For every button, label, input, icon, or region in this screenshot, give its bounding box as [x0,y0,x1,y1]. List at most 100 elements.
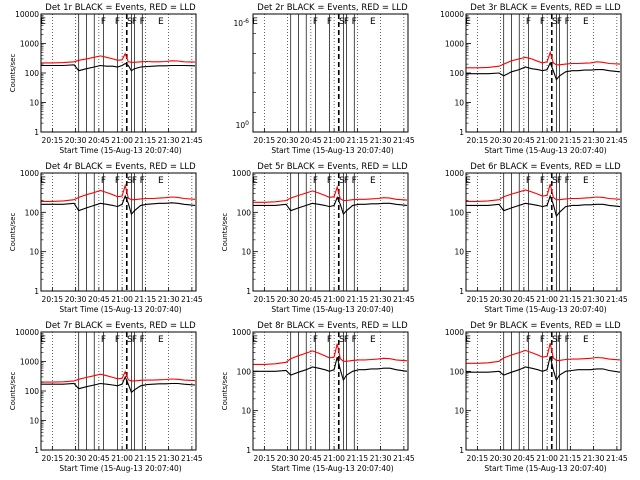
panel-title: Det 5r BLACK = Events, RED = LLD [257,162,408,172]
event-letter: E [40,17,46,27]
y-tick-label: 1000 [445,169,464,178]
y-tick-label: 1 [459,446,464,455]
x-axis-label: Start Time (15-Aug-13 20:07:40) [59,464,181,473]
x-tick-label: 20:15 [42,295,64,304]
x-tick-label: 20:15 [254,454,276,463]
x-axis-label: Start Time (15-Aug-13 20:07:40) [271,464,393,473]
y-tick-label: 1 [246,446,251,455]
x-tick-label: 21:45 [393,454,415,463]
series-lld-line [253,185,408,203]
event-letter: E [465,17,471,27]
x-tick-label: 20:45 [300,454,322,463]
event-letter: S [552,335,558,345]
x-tick-label: 20:30 [65,295,87,304]
event-letter: E [370,176,376,186]
y-tick-label: 1 [246,287,251,296]
x-tick-label: 21:30 [583,454,605,463]
event-letter: F [352,335,357,345]
event-letter: F [352,17,357,27]
y-tick-label: 1 [459,128,464,137]
x-tick-label: 21:45 [606,454,628,463]
plot-frame [252,172,409,292]
x-tick-label: 21:00 [111,136,133,145]
y-axis-label: Counts/sec [221,213,229,252]
y-tick-label: 100 [25,208,40,217]
event-letter: S [127,335,133,345]
y-axis-label: Counts/sec [9,372,17,411]
y-axis-label: Counts/sec [9,54,17,93]
event-letter: F [526,335,531,345]
event-letter: F [344,335,349,345]
x-axis-label: Start Time (15-Aug-13 20:07:40) [484,464,606,473]
event-letter: E [158,176,164,186]
x-tick-label: 20:45 [513,295,535,304]
event-letter: F [313,176,318,186]
x-tick-label: 21:45 [606,295,628,304]
event-letter: F [101,176,106,186]
y-tick-label: 100 [25,69,40,78]
event-letter: E [252,335,258,345]
x-tick-label: 21:00 [536,136,558,145]
event-letter: F [557,335,562,345]
y-tick-label: 1000 [20,40,39,49]
x-tick-label: 21:15 [347,136,369,145]
x-tick-label: 21:00 [536,295,558,304]
x-tick-label: 20:30 [65,136,87,145]
event-letter: E [465,176,471,186]
y-tick-label: 100 [450,208,465,217]
event-letter: F [140,335,145,345]
x-tick-label: 20:45 [88,295,110,304]
event-letter: F [115,17,120,27]
y-tick-label: 100 [450,367,465,376]
y-tick-label: 10000 [440,10,464,19]
series-lld-line [466,50,621,69]
y-tick-label: 1000 [20,169,39,178]
y-axis-label: Counts/sec [9,213,17,252]
x-tick-label: 20:45 [300,295,322,304]
event-letter: E [370,335,376,345]
x-tick-label: 20:15 [254,136,276,145]
event-letter: F [132,17,137,27]
x-tick-label: 21:45 [393,136,415,145]
panel-title: Det 8r BLACK = Events, RED = LLD [257,321,408,331]
y-tick-label: 100 [25,387,40,396]
x-axis-label: Start Time (15-Aug-13 20:07:40) [59,146,181,155]
series-events-line [41,62,196,72]
event-letter: F [352,176,357,186]
event-letter: S [127,176,133,186]
plot-frame [465,172,622,292]
panel-title: Det 6r BLACK = Events, RED = LLD [470,162,621,172]
x-tick-label: 21:30 [370,136,392,145]
event-letter: E [158,335,164,345]
event-letter: S [339,176,345,186]
y-tick-label: 10000 [15,10,39,19]
x-axis-label: Start Time (15-Aug-13 20:07:40) [271,146,393,155]
x-tick-label: 20:30 [65,454,87,463]
y-tick-label: 10 [29,248,39,257]
x-tick-label: 20:15 [467,295,489,304]
event-letter: E [583,335,589,345]
x-tick-label: 20:45 [88,454,110,463]
series-lld-line [466,343,621,364]
x-tick-label: 21:00 [323,136,345,145]
y-tick-label: 10 [454,99,464,108]
event-letter: S [339,17,345,27]
panel-title: Det 2r BLACK = Events, RED = LLD [257,3,408,13]
series-lld-line [466,184,621,202]
panel-title: Det 9r BLACK = Events, RED = LLD [470,321,621,331]
x-tick-label: 20:30 [490,454,512,463]
x-tick-label: 21:00 [111,454,133,463]
x-tick-label: 20:15 [254,295,276,304]
y-tick-label: 10000 [15,328,39,337]
y-tick-label: 1000 [232,328,251,337]
event-letter: F [526,176,531,186]
event-letter: F [565,335,570,345]
event-letter: F [313,17,318,27]
x-tick-label: 20:15 [467,454,489,463]
